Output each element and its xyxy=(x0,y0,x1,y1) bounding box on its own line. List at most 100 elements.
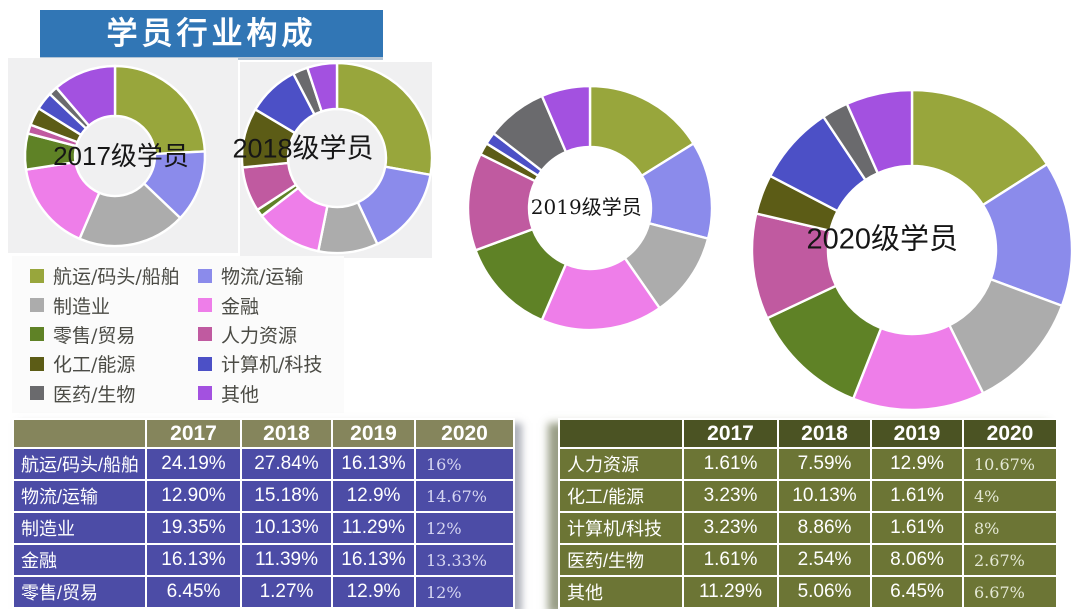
year-header: 2018 xyxy=(240,418,333,449)
value-cell: 1.61% xyxy=(682,543,779,577)
page-title: 学员行业构成 xyxy=(40,10,383,57)
table-row: 其他 11.29% 5.06% 6.45% 6.67% xyxy=(558,575,1058,609)
year-header: 2019 xyxy=(331,418,416,449)
year-header: 2017 xyxy=(145,418,242,449)
donut-slice-0 xyxy=(113,64,207,156)
donut-2019: 2019级学员 xyxy=(465,83,715,333)
row-label: 制造业 xyxy=(12,511,147,545)
legend-item: 制造业 xyxy=(30,292,198,319)
value-cell: 3.23% xyxy=(682,511,779,545)
donut-slice-9 xyxy=(845,88,914,175)
legend-label: 其他 xyxy=(221,383,260,406)
value-cell: 8.06% xyxy=(870,543,964,577)
donut-2020-chart xyxy=(750,88,1074,412)
legend-label: 零售/贸易 xyxy=(53,324,136,347)
value-cell: 1.61% xyxy=(870,479,964,513)
value-cell: 13.33% xyxy=(414,543,515,577)
value-cell: 12% xyxy=(414,511,515,545)
legend-item: 金融 xyxy=(198,292,344,319)
donut-2019-chart xyxy=(466,84,714,332)
value-cell: 11.29% xyxy=(331,511,416,545)
value-cell: 1.27% xyxy=(240,575,333,609)
donut-2020: 2020级学员 xyxy=(747,85,1077,415)
donut-2018: 2018级学员 xyxy=(232,58,437,258)
legend-label: 医药/生物 xyxy=(53,383,136,406)
value-cell: 11.39% xyxy=(240,543,333,577)
table-row: 制造业 19.35% 10.13% 11.29% 12% xyxy=(12,511,515,545)
legend-item: 医药/生物 xyxy=(30,380,198,407)
legend-swatch-icon xyxy=(30,386,44,401)
value-cell: 12% xyxy=(414,575,515,609)
legend-swatch-icon xyxy=(198,327,212,342)
legend: 航运/码头/船舶 物流/运输 制造业 金融零售/贸易 人力资源 化工/能源 计算机/科技医药… xyxy=(12,256,344,413)
table-row: 零售/贸易 6.45% 1.27% 12.9% 12% xyxy=(12,575,515,609)
table-right: 2017 2018 2019 2020 人力资源 1.61% 7.59% 12.9% 10.67… xyxy=(558,418,1058,609)
value-cell: 16.13% xyxy=(331,543,416,577)
table-row: 金融 16.13% 11.39% 16.13% 13.33% xyxy=(12,543,515,577)
value-cell: 1.61% xyxy=(682,447,779,481)
year-header: 2018 xyxy=(777,418,872,449)
value-cell: 15.18% xyxy=(240,479,333,513)
value-cell: 24.19% xyxy=(145,447,242,481)
row-label: 零售/贸易 xyxy=(12,575,147,609)
row-label: 计算机/科技 xyxy=(558,511,684,545)
legend-swatch-icon xyxy=(198,386,212,401)
legend-swatch-icon xyxy=(30,356,44,371)
donut-slice-0 xyxy=(335,61,434,177)
value-cell: 14.67% xyxy=(414,479,515,513)
donut-2018-chart xyxy=(240,61,434,255)
row-label: 航运/码头/船舶 xyxy=(12,447,147,481)
donut-2020-label: 2020级学员 xyxy=(806,223,959,256)
donut-slice-9 xyxy=(540,84,592,154)
donut-2019-label: 2019级学员 xyxy=(530,194,642,219)
value-cell: 16% xyxy=(414,447,515,481)
table-left: 2017 2018 2019 2020 航运/码头/船舶 24.19% 27.84% 16.1… xyxy=(12,418,515,609)
year-header: 2017 xyxy=(682,418,779,449)
row-label: 化工/能源 xyxy=(558,479,684,513)
value-cell: 2.54% xyxy=(777,543,872,577)
value-cell: 3.23% xyxy=(682,479,779,513)
value-cell: 10.13% xyxy=(777,479,872,513)
value-cell: 19.35% xyxy=(145,511,242,545)
value-cell: 4% xyxy=(962,479,1058,513)
value-cell: 12.9% xyxy=(331,479,416,513)
donut-2017-chart xyxy=(23,64,207,248)
table-row: 计算机/科技 3.23% 8.86% 1.61% 8% xyxy=(558,511,1058,545)
row-label: 其他 xyxy=(558,575,684,609)
row-label: 医药/生物 xyxy=(558,543,684,577)
year-header: 2019 xyxy=(870,418,964,449)
value-cell: 6.45% xyxy=(870,575,964,609)
value-cell: 10.67% xyxy=(962,447,1058,481)
legend-swatch-icon xyxy=(30,298,44,313)
donut-2017: 2017级学员 xyxy=(15,56,215,256)
legend-item: 航运/码头/船舶 xyxy=(30,262,198,289)
legend-item: 零售/贸易 xyxy=(30,321,198,348)
value-cell: 27.84% xyxy=(240,447,333,481)
legend-swatch-icon xyxy=(30,327,44,342)
year-header: 2020 xyxy=(414,418,515,449)
value-cell: 12.9% xyxy=(870,447,964,481)
table-row: 航运/码头/船舶 24.19% 27.84% 16.13% 16% xyxy=(12,447,515,481)
row-label: 人力资源 xyxy=(558,447,684,481)
value-cell: 12.90% xyxy=(145,479,242,513)
row-label: 金融 xyxy=(12,543,147,577)
table-row: 物流/运输 12.90% 15.18% 12.9% 14.67% xyxy=(12,479,515,513)
value-cell: 8.86% xyxy=(777,511,872,545)
legend-label: 金融 xyxy=(221,295,260,318)
legend-item: 人力资源 xyxy=(198,321,344,348)
legend-item: 化工/能源 xyxy=(30,350,198,377)
value-cell: 6.45% xyxy=(145,575,242,609)
legend-item: 物流/运输 xyxy=(198,262,344,289)
legend-item: 其他 xyxy=(198,380,344,407)
legend-swatch-icon xyxy=(198,268,212,283)
legend-swatch-icon xyxy=(198,356,212,371)
value-cell: 6.67% xyxy=(962,575,1058,609)
value-cell: 16.13% xyxy=(331,447,416,481)
legend-label: 航运/码头/船舶 xyxy=(53,266,180,289)
legend-swatch-icon xyxy=(198,298,212,313)
value-cell: 5.06% xyxy=(777,575,872,609)
legend-item: 计算机/科技 xyxy=(198,350,344,377)
value-cell: 10.13% xyxy=(240,511,333,545)
corner-cell xyxy=(558,418,684,449)
